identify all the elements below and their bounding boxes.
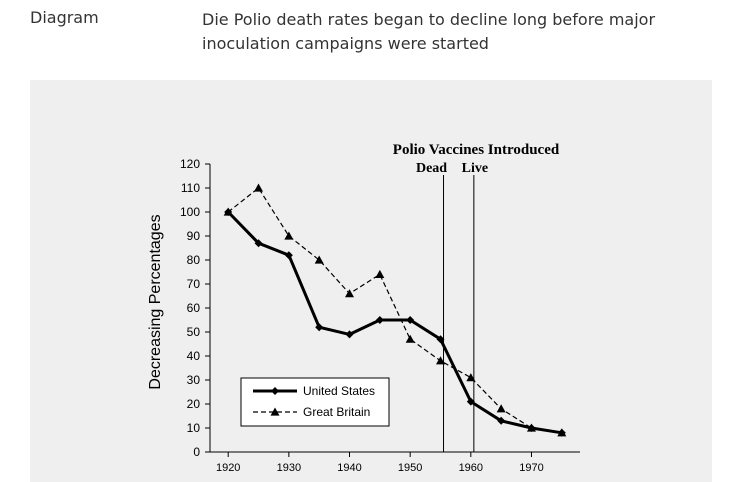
vaccine-annotation-heading: Polio Vaccines Introduced <box>393 142 560 158</box>
legend-label-united-states: United States <box>303 384 375 398</box>
legend-box <box>240 377 390 427</box>
y-tick-label: 10 <box>187 421 201 435</box>
data-point-united-states <box>284 251 293 260</box>
data-point-great-britain <box>496 404 506 413</box>
data-point-united-states <box>466 397 475 406</box>
vaccine-label-live: Live <box>462 161 488 176</box>
data-point-united-states <box>557 428 566 437</box>
chart-description: Die Polio death rates began to decline l… <box>202 10 656 53</box>
data-point-great-britain <box>405 334 415 343</box>
data-point-united-states <box>497 416 506 425</box>
y-tick-label: 100 <box>180 205 200 219</box>
y-tick-label: 120 <box>180 157 200 171</box>
y-tick-label: 30 <box>187 373 201 387</box>
data-point-great-britain <box>466 373 476 382</box>
series-line-united-states <box>227 210 563 435</box>
y-tick-label: 110 <box>181 181 200 195</box>
y-tick-label: 0 <box>193 445 200 459</box>
data-point-great-britain <box>284 231 294 240</box>
legend-marker-great-britain <box>270 407 280 416</box>
data-point-great-britain <box>375 269 385 278</box>
y-tick-label: 70 <box>187 277 201 291</box>
data-point-great-britain <box>345 289 355 298</box>
y-tick-label: 60 <box>187 301 201 315</box>
data-point-great-britain <box>314 255 324 264</box>
series-line-great-britain <box>227 187 562 434</box>
y-tick-label: 90 <box>187 229 201 243</box>
x-tick-label: 1960 <box>459 462 483 474</box>
legend-label-great-britain: Great Britain <box>303 405 370 419</box>
legend-marker-united-states <box>271 387 279 395</box>
x-tick-label: 1940 <box>337 462 361 474</box>
data-point-united-states <box>436 335 445 344</box>
data-point-united-states <box>254 239 263 248</box>
data-point-united-states <box>527 424 536 432</box>
data-point-united-states <box>224 208 233 216</box>
data-point-united-states <box>406 316 415 324</box>
y-tick-label: 80 <box>187 253 201 267</box>
x-tick-label: 1930 <box>277 462 301 474</box>
x-tick-label: 1920 <box>216 462 240 474</box>
data-point-great-britain <box>435 356 445 365</box>
data-point-great-britain <box>254 183 264 192</box>
x-tick-label: 1970 <box>519 462 543 474</box>
y-tick-label: 50 <box>187 325 201 339</box>
data-point-united-states <box>345 330 354 339</box>
section-label: Diagram <box>30 8 99 27</box>
data-point-united-states <box>315 323 324 332</box>
y-tick-label: 20 <box>187 397 201 411</box>
y-tick-label: 40 <box>187 349 201 363</box>
vaccine-label-dead: Dead <box>416 161 447 176</box>
x-tick-label: 1950 <box>398 462 422 474</box>
y-axis-label: Decreasing Percentages <box>147 214 164 389</box>
data-point-united-states <box>375 316 384 324</box>
